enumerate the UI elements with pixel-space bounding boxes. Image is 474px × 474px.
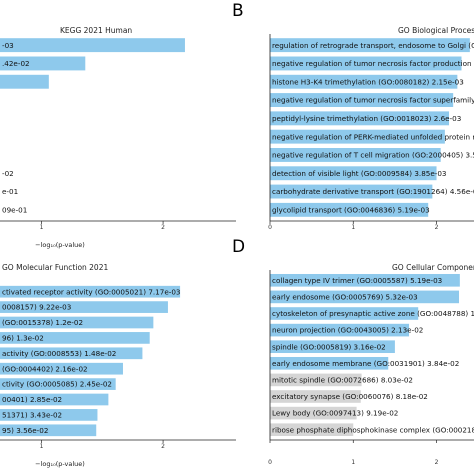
bar — [270, 356, 389, 370]
bar-label: e-01 — [2, 187, 18, 196]
bar — [0, 378, 116, 390]
bar — [0, 362, 123, 375]
bar — [0, 301, 168, 313]
bar-label: (GO:0004402) 2.16e-02 — [2, 364, 88, 373]
bar-label: regulation of retrograde transport, endo… — [272, 41, 474, 50]
bar-label: 96) 1.3e-02 — [2, 334, 44, 343]
bar-label: collagen type IV trimer (GO:0005587) 5.1… — [272, 276, 442, 285]
bar — [270, 390, 361, 403]
bar — [0, 393, 109, 406]
panel-letter: B — [232, 1, 244, 21]
bar-label: detection of visible light (GO:0009584) … — [272, 169, 447, 178]
x-tick-label: 2 — [435, 459, 439, 466]
x-tick-label: 2 — [161, 443, 165, 450]
bar-label: -02 — [2, 169, 14, 178]
molecular-function-panel: GO Molecular Function 2021 ctivated recep… — [0, 263, 236, 468]
bar-label: negative regulation of tumor necrosis fa… — [272, 96, 474, 105]
bar — [270, 93, 454, 108]
bar — [270, 406, 357, 420]
bar-label: 51371) 3.43e-02 — [2, 411, 62, 420]
bar — [270, 273, 460, 287]
bar — [0, 316, 154, 329]
bar-label: negative regulation of tumor necrosis fa… — [272, 59, 474, 68]
bar — [270, 129, 445, 144]
bar — [0, 285, 181, 298]
bar — [270, 202, 429, 217]
bar-label: carbohydrate derivative transport (GO:19… — [272, 187, 474, 196]
bar-label: glycolipid transport (GO:0046836) 5.19e-… — [272, 205, 430, 214]
bar-label: neuron projection (GO:0043005) 2.13e-02 — [272, 326, 423, 335]
x-tick-label: 1 — [40, 443, 44, 450]
bar — [270, 290, 460, 304]
bar-label: negative regulation of T cell migration … — [272, 151, 474, 160]
bar-label: early endosome membrane (GO:0031901) 3.8… — [272, 359, 459, 368]
bar-label: negative regulation of PERK-mediated unf… — [272, 132, 474, 141]
x-tick-label: 1 — [351, 224, 355, 231]
bar-label: excitatory synapse (GO:0060076) 8.18e-02 — [272, 392, 428, 401]
bar — [0, 424, 97, 437]
bar-label: spindle (GO:0005819) 3.16e-02 — [272, 342, 386, 351]
x-tick-label: 1 — [351, 459, 355, 466]
bar-label: 95) 3.56e-02 — [2, 426, 48, 435]
bar-label: activity (GO:0008553) 1.48e-02 — [2, 349, 116, 358]
bar — [0, 74, 49, 89]
bar-label: 09e-01 — [2, 205, 27, 214]
x-tick-label: 2 — [161, 224, 165, 231]
bar-label: early endosome (GO:0005769) 5.32e-03 — [272, 293, 418, 302]
bar — [270, 340, 395, 354]
bar-label: 0008157) 9.22e-03 — [2, 303, 71, 312]
bar-label: -03 — [2, 41, 14, 50]
panel-title: GO Cellular Component — [392, 263, 474, 272]
x-tick-label: 1 — [40, 224, 44, 231]
bar-label: Lewy body (GO:0097413) 9.19e-02 — [272, 409, 398, 418]
bar-label: 00401) 2.85e-02 — [2, 395, 62, 404]
bar — [270, 184, 433, 199]
bar-label: peptidyl-lysine trimethylation (GO:00180… — [272, 114, 461, 123]
x-axis-label: −log₁₀(p-value) — [35, 241, 85, 249]
bar — [270, 323, 410, 337]
bar-label: histone H3-K4 trimethylation (GO:0080182… — [272, 77, 464, 86]
bar-label: (GO:0015378) 1.2e-02 — [2, 318, 83, 327]
bar-label: ribose phosphate diphosphokinase complex… — [272, 425, 474, 434]
bar-label: .42e-02 — [2, 59, 30, 68]
bar — [0, 56, 86, 71]
bar-label: cytoskeleton of presynaptic active zone … — [272, 309, 474, 318]
bar — [270, 373, 362, 387]
bar — [0, 409, 98, 421]
x-tick-label: 2 — [435, 224, 439, 231]
x-tick-label: 0 — [268, 224, 272, 231]
bar — [270, 423, 354, 437]
bar — [0, 347, 143, 360]
bar-label: mitotic spindle (GO:0072686) 8.03e-02 — [272, 376, 413, 385]
bar — [270, 38, 470, 53]
x-tick-label: 0 — [268, 459, 272, 466]
panel-title: GO Biological Process 2 — [398, 26, 474, 35]
x-axis-label: −log₁₀(p-value) — [35, 460, 85, 468]
kegg-panel: KEGG 2021 Human -03 .42e-02 -02 e-01 09e-01 1 2… — [0, 26, 236, 249]
bar — [270, 56, 462, 71]
panel-letter: D — [232, 237, 245, 257]
panel-title: GO Molecular Function 2021 — [2, 263, 108, 272]
bar-label: ctivated receptor activity (GO:0005021) … — [2, 287, 181, 296]
bar — [0, 332, 150, 344]
bar — [270, 166, 437, 181]
bar — [270, 147, 441, 162]
bar — [0, 38, 185, 53]
panel-title: KEGG 2021 Human — [60, 26, 132, 35]
bar — [270, 307, 419, 320]
bar-label: ctivity (GO:0005085) 2.45e-02 — [2, 380, 112, 389]
bar — [270, 111, 450, 126]
bar — [270, 74, 458, 89]
